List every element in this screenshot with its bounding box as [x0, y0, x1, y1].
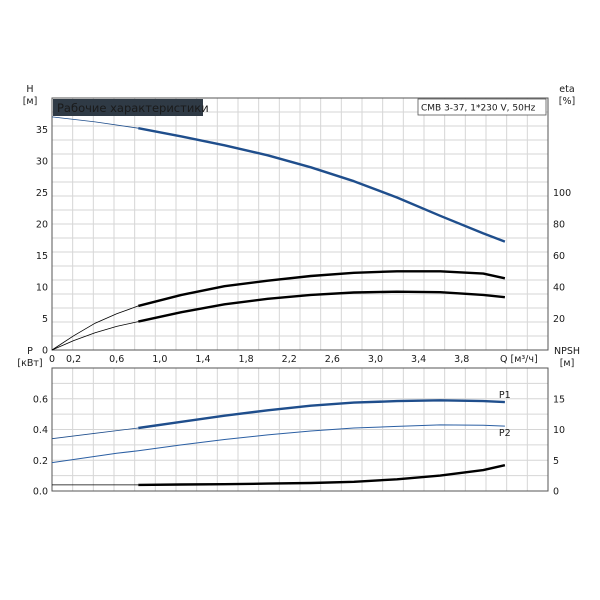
- series-line-1-3: [51, 321, 139, 351]
- grid-layer: [51, 97, 549, 492]
- y-right-tick-label: 80: [553, 220, 565, 231]
- x-tick-label: 2,6: [325, 354, 340, 365]
- y-left-tick-label: 35: [36, 125, 48, 136]
- x-tick-label: 2,2: [282, 354, 297, 365]
- x-tick-label: 0,2: [66, 354, 81, 365]
- series-line-1-2: [51, 305, 139, 351]
- y-right-tick-label: 100: [553, 188, 571, 199]
- plot-frame-panel-2: [51, 367, 549, 492]
- model-label: CMB 3-37, 1*230 V, 50Hz: [421, 104, 536, 114]
- x-axis-title: Q [м³/ч]: [500, 354, 538, 365]
- x-tick-label: 3,4: [411, 354, 426, 365]
- grid-lines-panel-1: [52, 98, 548, 350]
- y-left-tick-label: 0.6: [33, 394, 48, 405]
- series-line-operating-1-2: [138, 270, 506, 308]
- series-label-p1: P1: [499, 390, 511, 401]
- x-tick-label: 3,8: [454, 354, 469, 365]
- y-left-tick-label: 5: [42, 314, 48, 325]
- y-right-tick-label: 10: [553, 425, 565, 436]
- y-left-tick-label: 0.0: [33, 487, 48, 498]
- x-tick-label: 1,8: [239, 354, 254, 365]
- title-box: [53, 99, 203, 116]
- x-tick-label: 0,6: [109, 354, 124, 365]
- y-left-tick-label: 20: [36, 220, 48, 231]
- x-tick-label: 3,0: [368, 354, 383, 365]
- x-tick-label: 1,0: [152, 354, 167, 365]
- y-right-axis-unit: [%]: [559, 96, 575, 107]
- y-left-axis-title: P: [27, 346, 33, 357]
- y-right-tick-label: 15: [553, 394, 565, 405]
- plot-frame-panel-1: [51, 97, 549, 351]
- y-right-tick-label: 20: [553, 314, 565, 325]
- series-label-p2: P2: [499, 428, 511, 439]
- y-left-tick-label: 10: [36, 283, 48, 294]
- series-line-1-1: [51, 116, 139, 129]
- y-right-axis-title: NPSH: [554, 346, 580, 357]
- grid-lines-panel-2: [52, 368, 548, 491]
- series-line-operating-1-3: [138, 290, 506, 323]
- x-tick-label: 0: [49, 354, 55, 365]
- y-left-tick-label: 25: [36, 188, 48, 199]
- y-left-tick-label: 0: [42, 346, 48, 357]
- y-right-tick-label: 40: [553, 283, 565, 294]
- series-line-operating-2-3: [138, 464, 506, 487]
- series-line-operating-2-1: [138, 399, 505, 430]
- x-tick-label: 1,4: [195, 354, 210, 365]
- y-right-tick-label: 5: [553, 456, 559, 467]
- y-left-axis-unit: [кВт]: [17, 358, 42, 369]
- y-left-tick-label: 15: [36, 251, 48, 262]
- y-right-tick-label: 60: [553, 251, 565, 262]
- chart-title: Рабочие характеристики: [57, 101, 209, 115]
- series-line-operating-1-1: [138, 127, 506, 243]
- series-line-2-1: [51, 427, 139, 440]
- y-left-tick-label: 0.4: [33, 425, 48, 436]
- y-left-axis-unit: [м]: [23, 96, 38, 107]
- model-label-box: [417, 98, 547, 116]
- y-left-tick-label: 0.2: [33, 456, 48, 467]
- series-line-2-2: [51, 424, 505, 464]
- y-right-axis-unit: [м]: [560, 358, 575, 369]
- y-right-tick-label: 0: [553, 487, 559, 498]
- y-left-tick-label: 30: [36, 157, 48, 168]
- series-layer: [51, 116, 506, 487]
- y-left-axis-title: H: [26, 84, 33, 95]
- y-right-axis-title: eta: [559, 84, 574, 95]
